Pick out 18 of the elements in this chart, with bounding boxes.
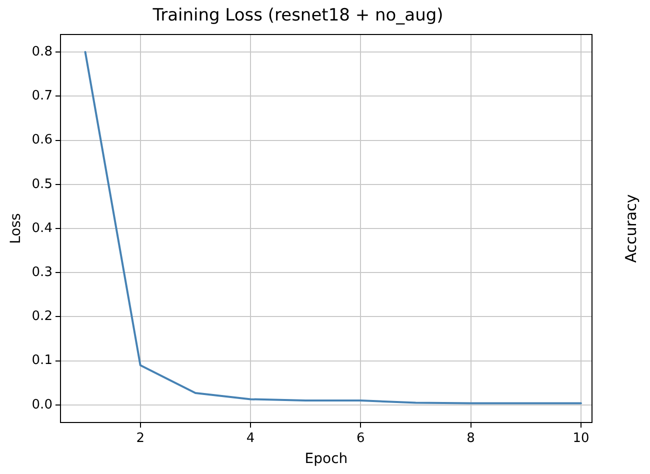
- x-tick-label: 8: [466, 430, 475, 446]
- y-tick-label: 0.4: [32, 220, 52, 236]
- x-tick-label: 2: [136, 430, 144, 446]
- y2-axis-title: Accuracy: [622, 194, 640, 263]
- x-tick-label: 10: [572, 430, 590, 446]
- x-tick-label: 6: [356, 430, 365, 446]
- y-tick-label: 0.2: [32, 309, 52, 324]
- chart-title: Training Loss (resnet18 + no_aug): [152, 6, 444, 26]
- y-tick-label: 0.6: [32, 132, 52, 148]
- x-axis-title: Epoch: [304, 451, 348, 468]
- y-tick-label: 0.5: [32, 176, 52, 192]
- y-tick-label: 0.8: [32, 44, 52, 60]
- x-tick-label: 4: [246, 430, 255, 446]
- y-tick-label: 0.7: [32, 88, 52, 104]
- y-axis-title: Loss: [8, 213, 24, 244]
- y-tick-label: 0.0: [32, 397, 52, 412]
- y-tick-label: 0.1: [32, 353, 52, 368]
- y-tick-label: 0.3: [32, 264, 52, 280]
